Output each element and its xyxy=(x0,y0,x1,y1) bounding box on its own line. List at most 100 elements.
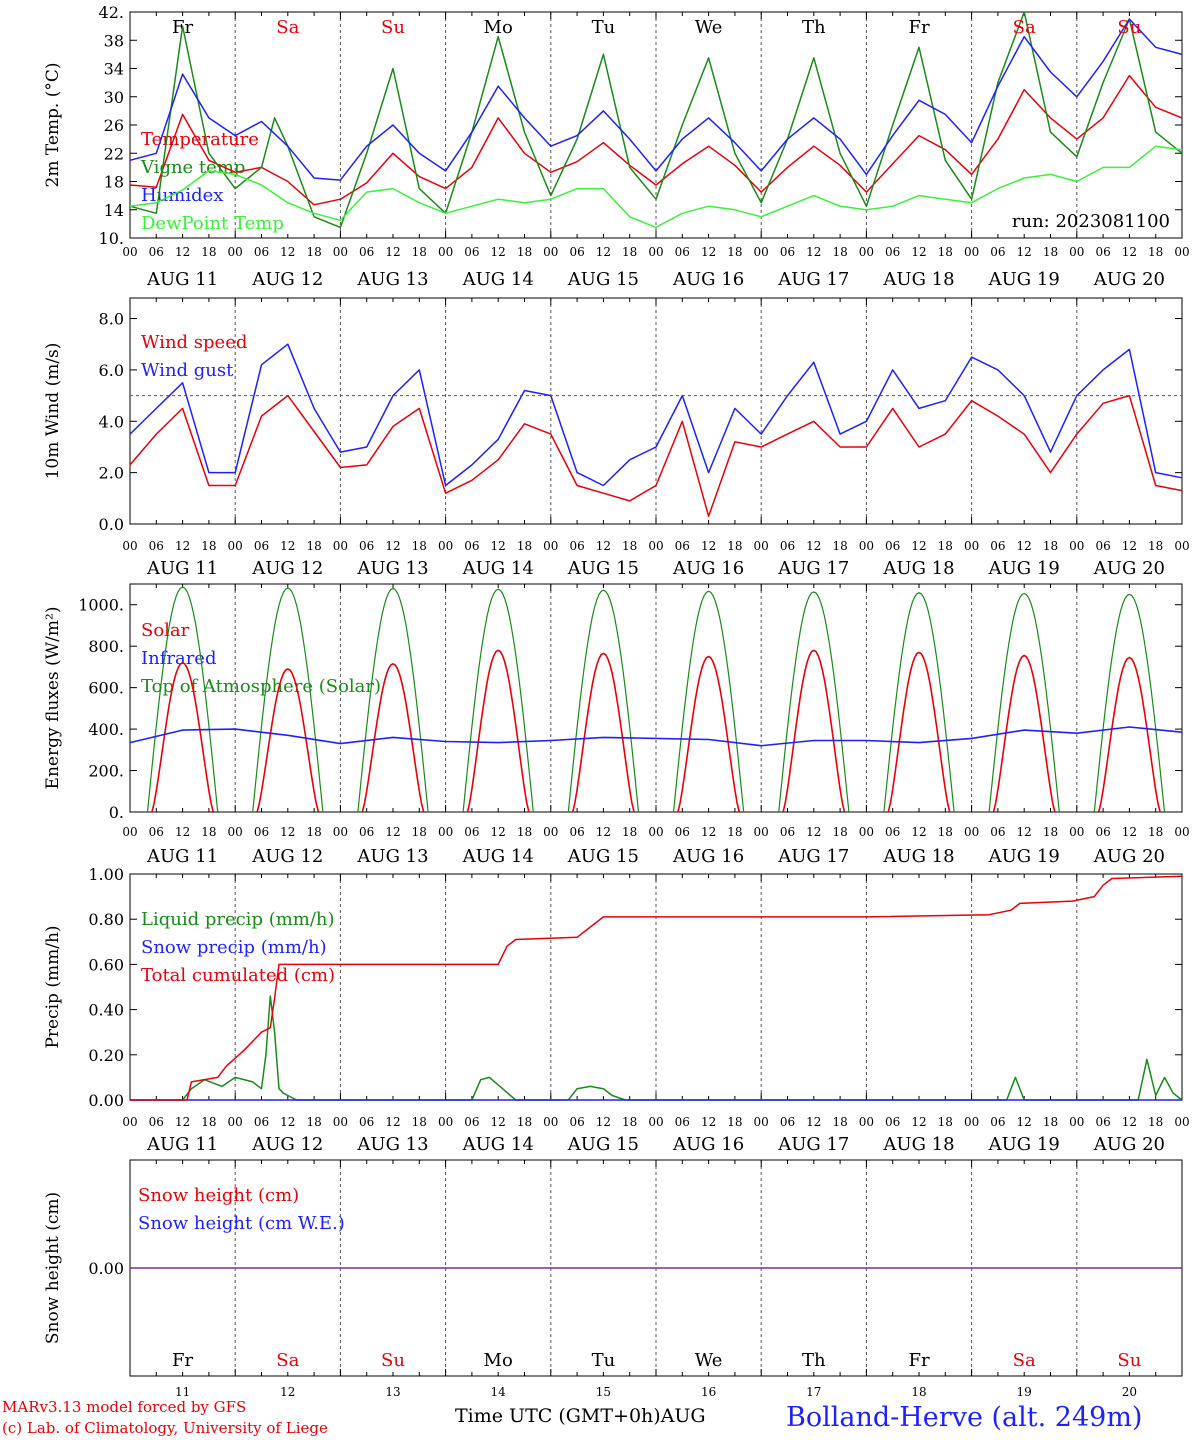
y-tick-label: 400. xyxy=(88,720,124,739)
lab-credit: (c) Lab. of Climatology, University of L… xyxy=(2,1419,328,1437)
hour-tick-label: 12 xyxy=(911,1115,926,1129)
hour-tick-label: 00 xyxy=(1069,1115,1084,1129)
date-label: AUG 17 xyxy=(777,846,849,867)
date-label: AUG 19 xyxy=(988,1134,1060,1155)
hour-tick-label: 12 xyxy=(175,825,190,839)
hour-tick-label: 06 xyxy=(885,245,900,259)
y-axis-label: 2m Temp. (°C) xyxy=(43,62,63,187)
date-label: AUG 12 xyxy=(251,558,323,579)
hour-tick-label: 00 xyxy=(122,539,137,553)
weekday-label: We xyxy=(695,17,723,38)
hour-tick-label: 12 xyxy=(1122,1115,1137,1129)
date-label: AUG 14 xyxy=(462,269,534,290)
weekday-label: Su xyxy=(381,17,405,38)
hour-tick-label: 00 xyxy=(964,825,979,839)
weekday-label: Su xyxy=(1117,1350,1141,1371)
hour-tick-label: 06 xyxy=(464,1115,479,1129)
panel-2: 0.0 2.0 4.0 6.0 8.0 10m Wind (m/s) 00 06 12 18 00 0… xyxy=(43,297,1190,579)
hour-tick-label: 18 xyxy=(1043,539,1058,553)
hour-tick-label: 18 xyxy=(1148,245,1163,259)
hour-tick-label: 00 xyxy=(648,539,663,553)
y-tick-label: 14 xyxy=(104,201,124,220)
hour-tick-label: 18 xyxy=(938,245,953,259)
weekday-label: Mo xyxy=(484,17,513,38)
hour-tick-label: 00 xyxy=(438,539,453,553)
legend-entry: Snow height (cm) xyxy=(138,1185,299,1206)
hour-tick-label: 12 xyxy=(806,825,821,839)
weekday-label: Sa xyxy=(1013,1350,1036,1371)
hour-tick-label: 18 xyxy=(622,1115,637,1129)
hour-tick-label: 06 xyxy=(359,825,374,839)
hour-tick-label: 06 xyxy=(149,539,164,553)
hour-tick-label: 18 xyxy=(1148,1115,1163,1129)
hour-tick-label: 12 xyxy=(701,825,716,839)
series-toa-solar xyxy=(146,586,219,813)
hour-tick-label: 06 xyxy=(990,539,1005,553)
panel-4: 0.00 0.20 0.40 0.60 0.80 1.00 Precip (mm/h) 00 0… xyxy=(43,865,1190,1155)
hour-tick-label: 00 xyxy=(964,245,979,259)
y-tick-label: 0.00 xyxy=(88,1259,124,1278)
series-temperature xyxy=(129,74,1183,206)
hour-tick-label: 00 xyxy=(228,245,243,259)
y-tick-label: 34 xyxy=(104,60,124,79)
legend-entry: DewPoint Temp xyxy=(141,213,284,234)
y-tick-label: 30 xyxy=(104,88,124,107)
hour-tick-label: 12 xyxy=(596,825,611,839)
hour-tick-label: 18 xyxy=(306,825,321,839)
series-toa-solar xyxy=(462,588,534,813)
date-label: AUG 11 xyxy=(146,1134,218,1155)
hour-tick-label: 06 xyxy=(780,1115,795,1129)
legend-entry: Total cumulated (cm) xyxy=(141,965,335,986)
series-infrared xyxy=(129,726,1183,747)
date-label: AUG 17 xyxy=(777,558,849,579)
hour-tick-label: 00 xyxy=(228,1115,243,1129)
hour-tick-label: 00 xyxy=(543,825,558,839)
hour-tick-label: 06 xyxy=(780,539,795,553)
hour-tick-label: 06 xyxy=(885,825,900,839)
hour-tick-label: 06 xyxy=(359,539,374,553)
hour-tick-label: 06 xyxy=(569,245,584,259)
weekday-label: Sa xyxy=(276,17,299,38)
date-label: AUG 19 xyxy=(988,558,1060,579)
hour-tick-label: 00 xyxy=(859,1115,874,1129)
series-toa-solar xyxy=(357,587,429,813)
hour-tick-label: 00 xyxy=(1174,539,1189,553)
hour-tick-label: 00 xyxy=(754,539,769,553)
y-axis-label: 10m Wind (m/s) xyxy=(43,343,63,480)
hour-tick-label: 06 xyxy=(990,245,1005,259)
hour-tick-label: 00 xyxy=(333,539,348,553)
legend-entry: Vigne temp xyxy=(140,157,245,178)
date-label: AUG 19 xyxy=(988,846,1060,867)
day-number: 11 xyxy=(175,1385,190,1399)
series-humidex xyxy=(129,18,1183,181)
date-label: AUG 11 xyxy=(146,269,218,290)
y-tick-label: 18 xyxy=(104,173,124,192)
date-label: AUG 16 xyxy=(672,1134,744,1155)
date-label: AUG 20 xyxy=(1093,558,1165,579)
hour-tick-label: 06 xyxy=(885,539,900,553)
hour-tick-label: 12 xyxy=(280,539,295,553)
y-tick-label: 42. xyxy=(99,3,124,22)
hour-tick-label: 12 xyxy=(1017,825,1032,839)
hour-tick-label: 18 xyxy=(727,825,742,839)
y-tick-label: 0.80 xyxy=(88,910,124,929)
series-solar xyxy=(677,655,741,813)
hour-tick-label: 18 xyxy=(201,245,216,259)
series-solar xyxy=(571,652,635,813)
date-label: AUG 15 xyxy=(567,846,639,867)
hour-tick-label: 12 xyxy=(491,825,506,839)
hour-tick-label: 06 xyxy=(675,245,690,259)
hour-tick-label: 18 xyxy=(832,245,847,259)
hour-tick-label: 06 xyxy=(464,245,479,259)
date-label: AUG 12 xyxy=(251,846,323,867)
hour-tick-label: 18 xyxy=(938,539,953,553)
hour-tick-label: 06 xyxy=(149,1115,164,1129)
series-solar xyxy=(361,662,425,813)
hour-tick-label: 06 xyxy=(780,245,795,259)
hour-tick-label: 12 xyxy=(701,539,716,553)
y-tick-label: 800. xyxy=(88,637,124,656)
day-number: 12 xyxy=(280,1385,295,1399)
date-label: AUG 13 xyxy=(356,269,428,290)
date-label: AUG 18 xyxy=(882,846,954,867)
hour-tick-label: 06 xyxy=(1095,1115,1110,1129)
